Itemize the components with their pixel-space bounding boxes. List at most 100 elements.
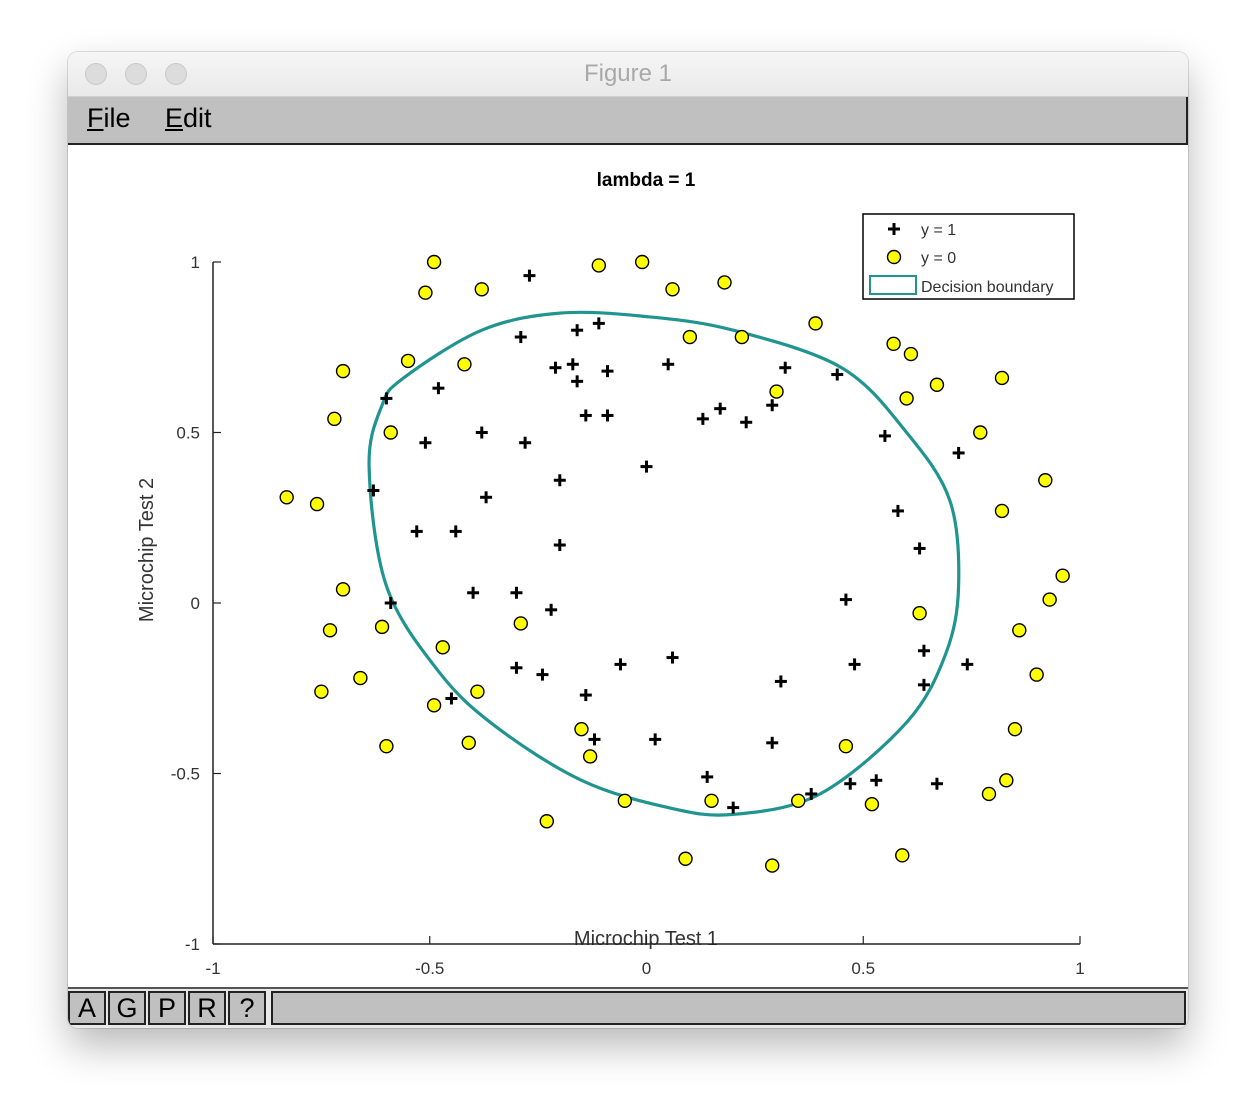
- x-tick-label: -1: [205, 959, 220, 978]
- positive-point: [432, 382, 445, 395]
- toolbar-button-p[interactable]: P: [148, 991, 186, 1025]
- positive-point: [449, 525, 462, 538]
- negative-point: [981, 786, 997, 802]
- positive-point: [839, 593, 852, 606]
- positive-point: [640, 460, 653, 473]
- positive-point: [701, 770, 714, 783]
- negative-point: [999, 773, 1014, 788]
- y-tick-label: 0: [191, 594, 200, 613]
- figure-window: Figure 1 File Edit lambda = 1 Microchip …: [68, 52, 1188, 1028]
- negative-point: [418, 285, 433, 300]
- window-title: Figure 1: [583, 60, 673, 87]
- minimize-window-button[interactable]: [125, 63, 147, 85]
- y-axis-label: Microchip Test 2: [136, 478, 158, 622]
- negative-point: [461, 735, 476, 751]
- negative-point: [838, 739, 854, 754]
- negative-point: [734, 329, 750, 345]
- positive-point: [766, 399, 779, 412]
- positive-point: [844, 777, 857, 790]
- legend-marker-positive: [888, 223, 900, 235]
- positive-point: [510, 586, 523, 599]
- positive-point: [553, 474, 566, 487]
- toolbar-button-a[interactable]: A: [68, 991, 106, 1025]
- x-tick-label: -0.5: [415, 959, 444, 978]
- negative-point: [353, 670, 368, 686]
- positive-point: [696, 412, 709, 425]
- positive-point: [467, 586, 480, 599]
- negative-point: [886, 336, 901, 352]
- negative-point: [665, 282, 680, 297]
- y-tick-label: -1: [185, 935, 200, 954]
- menu-file[interactable]: File: [87, 103, 131, 133]
- negative-point: [426, 254, 442, 270]
- x-tick-label: 0.5: [851, 959, 875, 978]
- bottom-toolbar: A G P R ?: [68, 987, 1188, 1028]
- positive-point: [571, 375, 584, 388]
- positive-point: [553, 539, 566, 552]
- positive-point: [878, 429, 891, 442]
- positive-point: [571, 324, 584, 337]
- close-window-button[interactable]: [85, 63, 107, 85]
- negative-point: [322, 623, 338, 638]
- negative-point: [808, 316, 823, 331]
- negative-point: [994, 503, 1010, 519]
- negative-point: [309, 496, 325, 512]
- y-tick-label: -0.5: [171, 765, 200, 784]
- data-points-layer: [279, 254, 1070, 873]
- positive-point: [961, 658, 974, 671]
- positive-point: [523, 269, 536, 282]
- legend-marker-negative: [886, 249, 902, 265]
- positive-point: [592, 317, 605, 330]
- positive-point: [662, 358, 675, 371]
- positive-point: [714, 402, 727, 415]
- negative-point: [1055, 568, 1070, 583]
- decision-boundary-layer: [367, 310, 961, 817]
- negative-point: [765, 858, 780, 873]
- positive-point: [805, 787, 818, 800]
- negative-point: [1029, 667, 1044, 682]
- toolbar-button-g[interactable]: G: [108, 991, 146, 1025]
- scatter-chart: lambda = 1 Microchip Test 1 Microchip Te…: [136, 170, 1085, 978]
- positive-point: [566, 358, 579, 371]
- zoom-window-button[interactable]: [165, 63, 187, 85]
- positive-point: [601, 409, 614, 422]
- negative-point: [457, 357, 472, 372]
- negative-point: [474, 282, 489, 297]
- negative-point: [327, 411, 342, 427]
- positive-point: [588, 733, 601, 746]
- positive-point: [519, 436, 532, 449]
- positive-point: [913, 542, 926, 555]
- y-tick-label: 1: [191, 253, 200, 272]
- negative-point: [435, 640, 450, 655]
- negative-point: [574, 721, 589, 737]
- menu-edit[interactable]: Edit: [165, 103, 212, 133]
- positive-point: [870, 774, 883, 787]
- axes: -1 -1 -0.5 -0.5 0 0 0.5 0.5 1 1: [171, 253, 1085, 978]
- negative-point: [717, 275, 732, 290]
- legend-marker-boundary: [869, 275, 917, 295]
- legend: y = 1 y = 0 Decision boundary: [862, 213, 1075, 300]
- toolbar-button-r[interactable]: R: [188, 991, 226, 1025]
- negative-point: [513, 616, 528, 631]
- decision-boundary-curve: [367, 310, 961, 817]
- positive-point: [514, 331, 527, 344]
- negative-point: [895, 848, 910, 863]
- positive-point: [831, 368, 844, 381]
- negative-point: [400, 353, 416, 369]
- negative-point: [279, 490, 294, 505]
- negative-point: [374, 619, 390, 635]
- y-tick-label: 0.5: [176, 424, 200, 443]
- negative-point: [617, 793, 633, 808]
- toolbar-button-help[interactable]: ?: [228, 991, 266, 1025]
- positive-point: [380, 392, 393, 405]
- positive-point: [917, 678, 930, 691]
- title-bar: Figure 1: [68, 52, 1188, 97]
- negative-point: [864, 796, 880, 812]
- negative-point: [335, 363, 351, 379]
- positive-point: [727, 801, 740, 814]
- negative-point: [912, 606, 927, 621]
- negative-point: [994, 370, 1010, 386]
- positive-point: [649, 733, 662, 746]
- positive-point: [536, 668, 549, 681]
- positive-point: [510, 661, 523, 674]
